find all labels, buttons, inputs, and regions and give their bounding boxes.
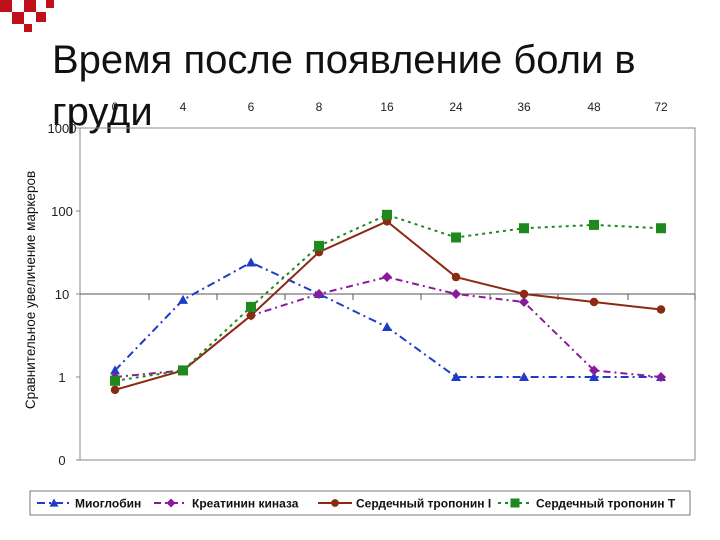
series-4 xyxy=(110,209,666,386)
data-point xyxy=(451,232,461,243)
x-tick-label: 48 xyxy=(587,100,601,114)
data-point xyxy=(246,311,256,320)
y-tick-label: 1000 xyxy=(48,121,77,136)
legend-marker xyxy=(166,498,176,508)
legend-marker xyxy=(331,499,339,507)
plot-area xyxy=(79,127,696,461)
x-tick-label: 72 xyxy=(654,100,668,114)
legend-label: Сердечный тропонин T xyxy=(536,497,676,511)
data-point xyxy=(519,223,529,234)
legend-item-2: Креатинин киназа xyxy=(154,497,299,511)
data-point xyxy=(314,240,324,251)
x-tick-label: 36 xyxy=(517,100,531,114)
y-axis: 0 1 10 100 1000 xyxy=(48,121,80,468)
data-point xyxy=(451,372,461,381)
data-point xyxy=(314,289,324,299)
x-tick-label: 0 xyxy=(112,100,119,114)
legend-label: Сердечный тропонин I xyxy=(356,497,491,511)
data-point xyxy=(246,301,256,312)
legend: Миоглобин Креатинин киназа Сердечный тропо… xyxy=(29,490,691,516)
legend-item-4: Сердечный тропонин T xyxy=(498,497,676,511)
legend-item-1: Миоглобин xyxy=(37,497,141,511)
series-line xyxy=(114,213,662,382)
data-point xyxy=(656,223,666,234)
x-tick-labels: 0 4 6 8 16 24 36 48 72 xyxy=(112,100,668,114)
x-tick-label: 24 xyxy=(449,100,463,114)
series-3 xyxy=(110,217,666,395)
y-tick-label: 10 xyxy=(55,287,69,302)
data-point xyxy=(110,365,120,375)
legend-label: Креатинин киназа xyxy=(192,497,299,511)
data-point xyxy=(382,209,392,220)
x-tick-label: 4 xyxy=(180,100,187,114)
data-point xyxy=(110,375,120,386)
series-line xyxy=(114,220,662,391)
data-point xyxy=(519,372,529,381)
legend-marker xyxy=(49,498,59,507)
legend-item-3: Сердечный тропонин I xyxy=(318,497,491,511)
legend-marker xyxy=(510,498,520,508)
data-point xyxy=(589,219,599,230)
legend-label: Миоглобин xyxy=(75,497,141,511)
corner-decoration xyxy=(0,0,54,32)
data-point xyxy=(178,294,188,304)
data-point xyxy=(110,385,120,395)
data-point xyxy=(451,272,461,282)
data-point xyxy=(451,289,461,299)
data-point xyxy=(382,322,392,332)
data-point xyxy=(589,365,599,376)
data-point xyxy=(656,372,666,382)
data-point xyxy=(519,289,529,299)
y-tick-label: 1 xyxy=(58,370,65,385)
data-point xyxy=(589,297,599,307)
data-point xyxy=(519,297,529,308)
x-tick-label: 16 xyxy=(380,100,394,114)
data-point xyxy=(382,272,392,283)
legend-frame xyxy=(29,490,691,516)
data-point xyxy=(178,365,188,376)
data-point xyxy=(589,372,599,381)
y-tick-label: 0 xyxy=(58,453,65,468)
slide-title: Время после появление боли в груди xyxy=(52,38,636,134)
data-point xyxy=(246,257,256,267)
series-group xyxy=(110,209,666,395)
y-tick-label: 100 xyxy=(51,204,73,219)
x-tick-label: 8 xyxy=(316,100,323,114)
data-point xyxy=(656,305,666,314)
x-tick-label: 6 xyxy=(248,100,255,114)
y-axis-label: Сравнительное увеличение маркеров xyxy=(23,171,38,409)
